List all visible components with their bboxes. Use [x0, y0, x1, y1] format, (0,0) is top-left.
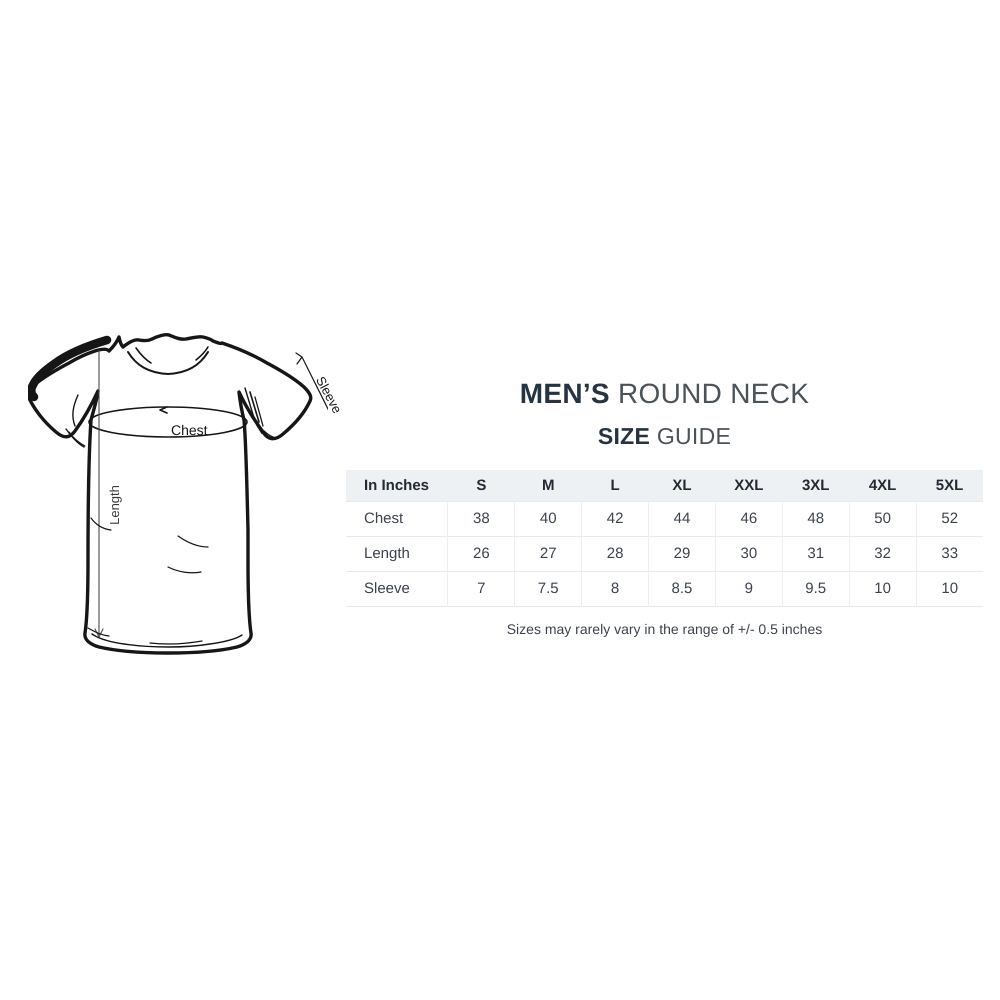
svg-text:Length: Length: [107, 485, 122, 525]
svg-text:Sleeve: Sleeve: [313, 374, 345, 416]
